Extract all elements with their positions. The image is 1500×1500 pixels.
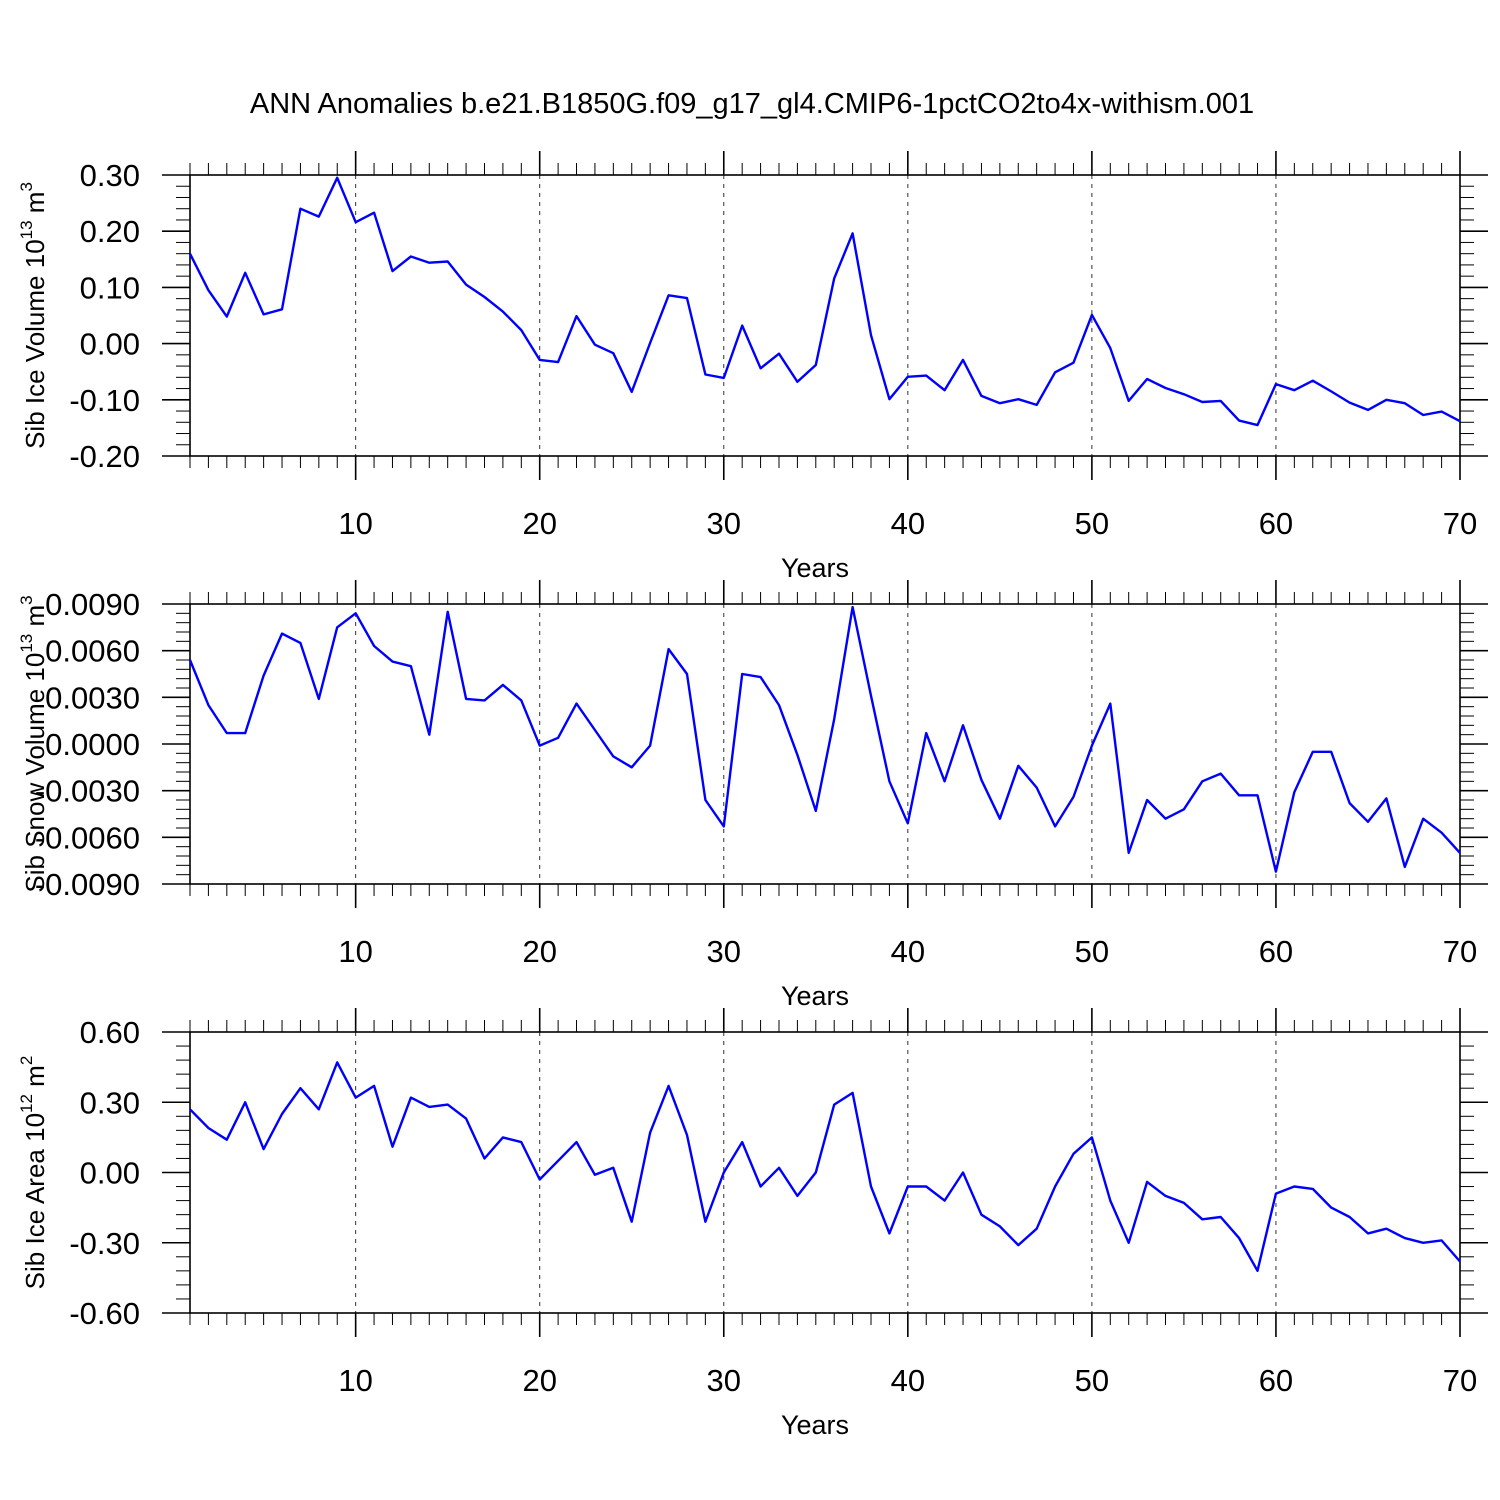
y-axis-label-part: Sib Ice Volume 10	[20, 239, 50, 449]
series-line-ice-area	[189, 1061, 1461, 1273]
y-tick-label: 0.0060	[45, 634, 140, 669]
y-axis-label-part: m	[20, 1065, 50, 1094]
series-line-snow-volume	[188, 605, 1461, 873]
x-tick-label: 30	[707, 934, 741, 969]
x-tick-label: 20	[522, 934, 556, 969]
y-axis-label: Sib Ice Volume 1013 m3	[17, 182, 50, 449]
x-tick-label: 70	[1443, 506, 1477, 541]
x-axis-label: Years	[781, 981, 849, 1011]
y-tick-label: 0.60	[80, 1015, 140, 1050]
y-axis-label-superscript: 3	[17, 182, 36, 191]
figure-title: ANN Anomalies b.e21.B1850G.f09_g17_gl4.C…	[250, 88, 1254, 120]
x-axis-label: Years	[781, 1410, 849, 1440]
x-tick-label: 60	[1259, 1363, 1293, 1398]
y-axis-label-superscript: 13	[17, 634, 36, 653]
y-tick-label: -0.0060	[35, 820, 140, 855]
panel-sib-ice-volume: -0.20 -0.10 0.00 0.10 0.20 0.30 10 20 30 40 50 60 70…	[17, 151, 1488, 583]
y-tick-label: -0.20	[69, 439, 140, 474]
x-tick-label: 10	[338, 506, 372, 541]
y-tick-label: 0.0030	[45, 680, 140, 715]
y-axis-label-superscript: 3	[17, 595, 36, 604]
y-tick-label: 0.30	[80, 1085, 140, 1120]
y-axis-label-part: m	[20, 192, 50, 221]
y-tick-label: -0.0030	[35, 774, 140, 809]
y-tick-label: -0.0090	[35, 867, 140, 902]
x-tick-label: 70	[1443, 1363, 1477, 1398]
x-tick-label: 30	[707, 506, 741, 541]
y-tick-label: 0.0000	[45, 727, 140, 762]
x-tick-label: 40	[891, 506, 925, 541]
y-tick-label: 0.30	[80, 158, 140, 193]
y-tick-label: 0.0090	[45, 587, 140, 622]
x-tick-label: 50	[1075, 934, 1109, 969]
y-tick-label: -0.60	[69, 1296, 140, 1331]
y-tick-label: -0.10	[69, 383, 140, 418]
x-axis-label: Years	[781, 553, 849, 583]
x-tick-label: 60	[1259, 934, 1293, 969]
x-tick-label: 10	[338, 1363, 372, 1398]
y-tick-label: 0.10	[80, 270, 140, 305]
x-tick-label: 30	[707, 1363, 741, 1398]
x-tick-label: 40	[891, 1363, 925, 1398]
y-tick-label: 0.20	[80, 214, 140, 249]
y-tick-label: 0.00	[80, 1156, 140, 1191]
panel-sib-snow-volume: -0.0090 -0.0060 -0.0030 0.0000 0.0030 0.0060 0…	[17, 580, 1488, 1011]
x-tick-label: 50	[1075, 1363, 1109, 1398]
y-axis-label: Sib Ice Area 1012 m2	[17, 1056, 50, 1290]
y-axis-label-part: m	[20, 605, 50, 634]
plot-frame	[189, 1031, 1461, 1314]
x-tick-label: 20	[522, 506, 556, 541]
y-axis-label-superscript: 2	[17, 1056, 36, 1065]
series-line-ice-volume	[188, 176, 1461, 427]
x-tick-label: 10	[338, 934, 372, 969]
plot-frame	[189, 174, 1461, 457]
panel-sib-ice-area: -0.60 -0.30 0.00 0.30 0.60 10 20 30 40 50 60 70 Year…	[17, 1008, 1488, 1440]
y-axis-label: Sib Snow Volume 1013 m3	[17, 595, 50, 892]
x-tick-label: 20	[522, 1363, 556, 1398]
y-tick-label: -0.30	[69, 1226, 140, 1261]
y-axis-label-superscript: 12	[17, 1094, 36, 1113]
y-axis-label-superscript: 13	[17, 220, 36, 239]
x-tick-label: 50	[1075, 506, 1109, 541]
x-tick-label: 60	[1259, 506, 1293, 541]
y-axis-label-part: Sib Snow Volume 10	[20, 653, 50, 893]
x-tick-label: 40	[891, 934, 925, 969]
y-tick-label: 0.00	[80, 327, 140, 362]
x-tick-label: 70	[1443, 934, 1477, 969]
y-axis-label-part: Sib Ice Area 10	[20, 1113, 50, 1289]
plot-frame	[189, 603, 1461, 885]
